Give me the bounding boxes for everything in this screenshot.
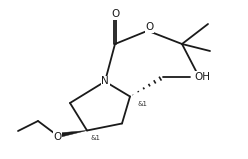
Text: N: N [101, 76, 109, 86]
Text: &1: &1 [90, 135, 100, 141]
Polygon shape [60, 131, 87, 137]
Text: O: O [111, 9, 119, 19]
Text: OH: OH [194, 72, 211, 82]
Text: &1: &1 [137, 100, 147, 107]
Text: O: O [53, 132, 62, 142]
Text: O: O [145, 22, 154, 32]
